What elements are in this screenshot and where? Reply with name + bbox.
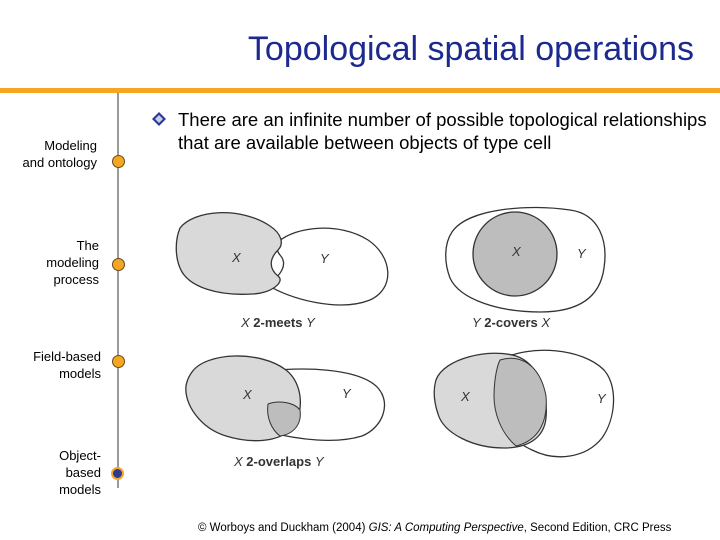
nav-label-line: models: [59, 366, 101, 381]
label-y: Y: [320, 251, 330, 266]
label-y: Y: [342, 386, 352, 401]
title-divider: [0, 88, 720, 93]
region-x-shape: [175, 212, 282, 295]
caption-b: X: [540, 315, 551, 330]
label-x: X: [460, 389, 471, 404]
region-y-shape: [264, 227, 389, 306]
label-y: Y: [577, 246, 587, 261]
citation-footer: © Worboys and Duckham (2004) GIS: A Comp…: [198, 522, 671, 534]
region-x-shape: [472, 211, 558, 297]
caption-b: Y: [315, 454, 325, 469]
caption-rel: 2-overlaps: [246, 454, 311, 469]
citation-authors: Worboys and Duckham (2004): [206, 522, 369, 534]
bullet-item: There are an infinite number of possible…: [152, 108, 712, 154]
label-y: Y: [597, 391, 607, 406]
slide-title: Topological spatial operations: [247, 30, 694, 68]
nav-label-line: models: [59, 482, 101, 497]
caption-a: Y: [472, 315, 482, 330]
nav-label-line: Field-based: [33, 349, 101, 364]
nav-label-line: The: [76, 238, 99, 253]
diamond-bullet-icon: [152, 112, 166, 126]
nav-item-modeling-process[interactable]: The modeling process: [46, 237, 99, 288]
bullet-text: There are an infinite number of possible…: [178, 109, 707, 153]
caption-a: X: [233, 454, 244, 469]
caption-covers: Y 2-covers X: [472, 315, 551, 330]
label-x: X: [511, 244, 522, 259]
caption-a: X: [240, 315, 251, 330]
nav-node-modeling-ontology[interactable]: [112, 155, 125, 168]
label-x: X: [242, 387, 253, 402]
overlap-area: [267, 401, 301, 437]
nav-item-object-based[interactable]: Object- based models: [59, 447, 101, 498]
covers-diagram: X Y: [445, 206, 606, 313]
caption-overlaps: X 2-overlaps Y: [233, 454, 325, 469]
nav-item-field-based[interactable]: Field-based models: [33, 348, 101, 382]
caption-rel: 2-meets: [253, 315, 302, 330]
nav-node-modeling-process[interactable]: [112, 258, 125, 271]
copyright-symbol: ©: [198, 522, 207, 534]
nav-label-line: modeling: [46, 255, 99, 270]
timeline-line: [117, 93, 119, 488]
nav-label-line: Object-: [59, 448, 101, 463]
nav-label-line: based: [65, 465, 101, 480]
nav-node-object-based[interactable]: [111, 467, 124, 480]
caption-b: Y: [306, 315, 316, 330]
nav-label-line: and ontology: [22, 155, 97, 170]
overlaps-diagram-1: X Y: [185, 355, 386, 442]
nav-item-modeling-ontology[interactable]: Modeling and ontology: [23, 137, 97, 171]
citation-book-title: GIS: A Computing Perspective: [368, 522, 524, 534]
citation-edition: , Second Edition, CRC Press: [523, 522, 672, 534]
meets-diagram: X Y: [175, 212, 389, 306]
nav-label-line: process: [53, 272, 99, 287]
nav-node-field-based[interactable]: [112, 355, 125, 368]
label-x: X: [231, 250, 242, 265]
overlap-area: [493, 357, 547, 447]
caption-rel: 2-covers: [484, 315, 537, 330]
overlaps-diagram-2: X Y: [433, 349, 615, 458]
caption-meets: X 2-meets Y: [240, 315, 316, 330]
nav-label-line: Modeling: [44, 138, 97, 153]
